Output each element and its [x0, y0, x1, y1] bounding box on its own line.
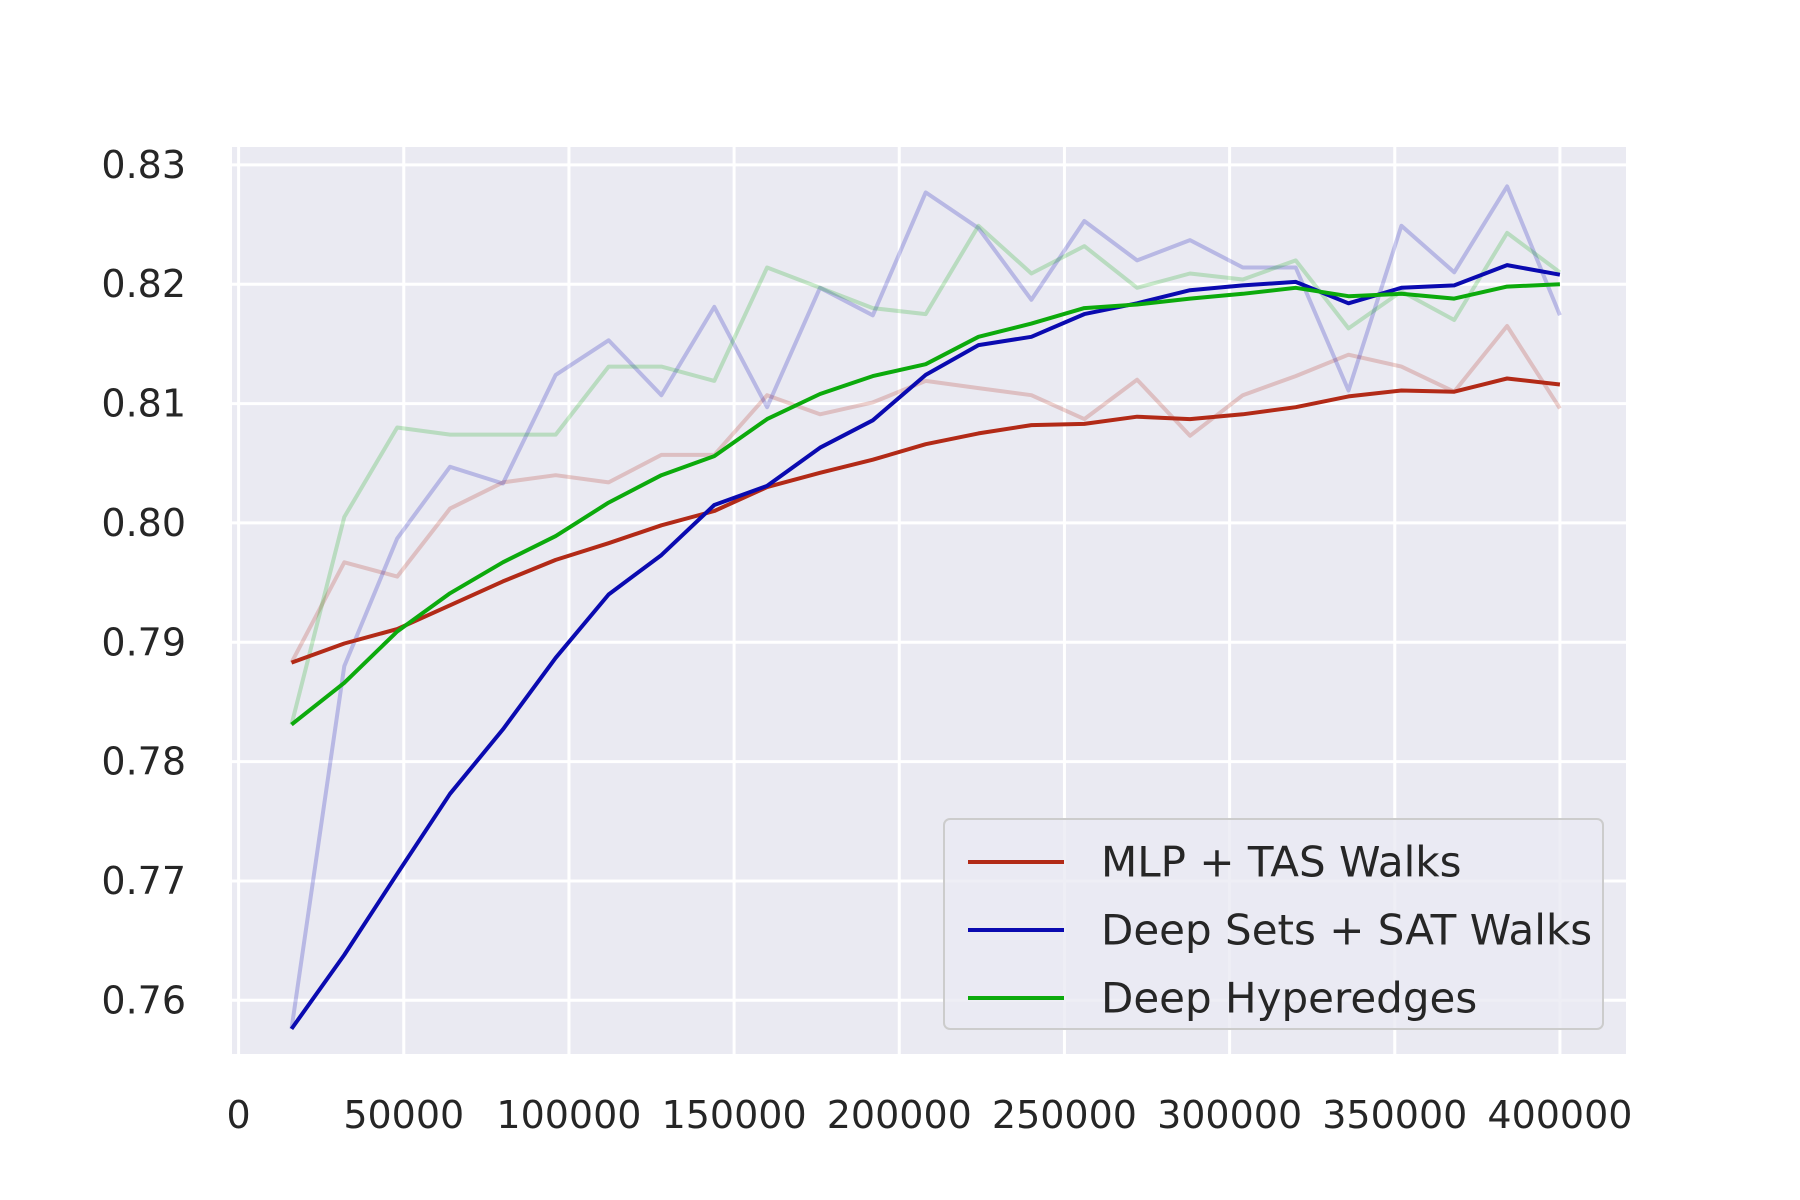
x-tick-label: 250000 — [992, 1093, 1137, 1137]
x-tick-label: 150000 — [662, 1093, 807, 1137]
x-tick-label: 100000 — [496, 1093, 641, 1137]
series-raw-line-2 — [289, 223, 1562, 726]
series-raw-line-1 — [289, 184, 1562, 1030]
y-tick-label: 0.82 — [101, 262, 186, 306]
legend-box — [943, 818, 1604, 1030]
y-tick-label: 0.79 — [101, 620, 186, 664]
series-line-2 — [290, 282, 1560, 727]
x-tick-label: 50000 — [343, 1093, 464, 1137]
y-tick-label: 0.80 — [101, 501, 186, 545]
x-tick-label: 0 — [227, 1093, 251, 1137]
series-raw-line-0 — [289, 324, 1562, 664]
legend-label: MLP + TAS Walks — [1101, 838, 1461, 887]
y-tick-label: 0.77 — [101, 859, 186, 903]
x-tick-label: 350000 — [1322, 1093, 1467, 1137]
legend: MLP + TAS Walks Deep Sets + SAT Walks Deep… — [943, 818, 1604, 1030]
y-tick-label: 0.76 — [101, 978, 186, 1022]
y-tick-label: 0.81 — [101, 382, 186, 426]
series-line-0 — [290, 376, 1561, 665]
x-tick-labels: 0 50000 100000 150000 200000 250000 300000 3500… — [227, 1093, 1633, 1137]
x-tick-label: 400000 — [1487, 1093, 1632, 1137]
y-tick-label: 0.78 — [101, 740, 186, 784]
legend-label: Deep Hyperedges — [1101, 974, 1477, 1023]
series-line-1 — [289, 263, 1561, 1031]
x-tick-label: 200000 — [827, 1093, 972, 1137]
y-tick-label: 0.83 — [101, 143, 186, 187]
x-tick-label: 300000 — [1157, 1093, 1302, 1137]
smoothed-series-lines — [289, 263, 1561, 1031]
raw-series-lines — [289, 184, 1562, 1030]
y-tick-labels: 0.76 0.77 0.78 0.79 0.80 0.81 0.82 0.83 — [101, 143, 186, 1022]
legend-label: Deep Sets + SAT Walks — [1101, 906, 1592, 955]
